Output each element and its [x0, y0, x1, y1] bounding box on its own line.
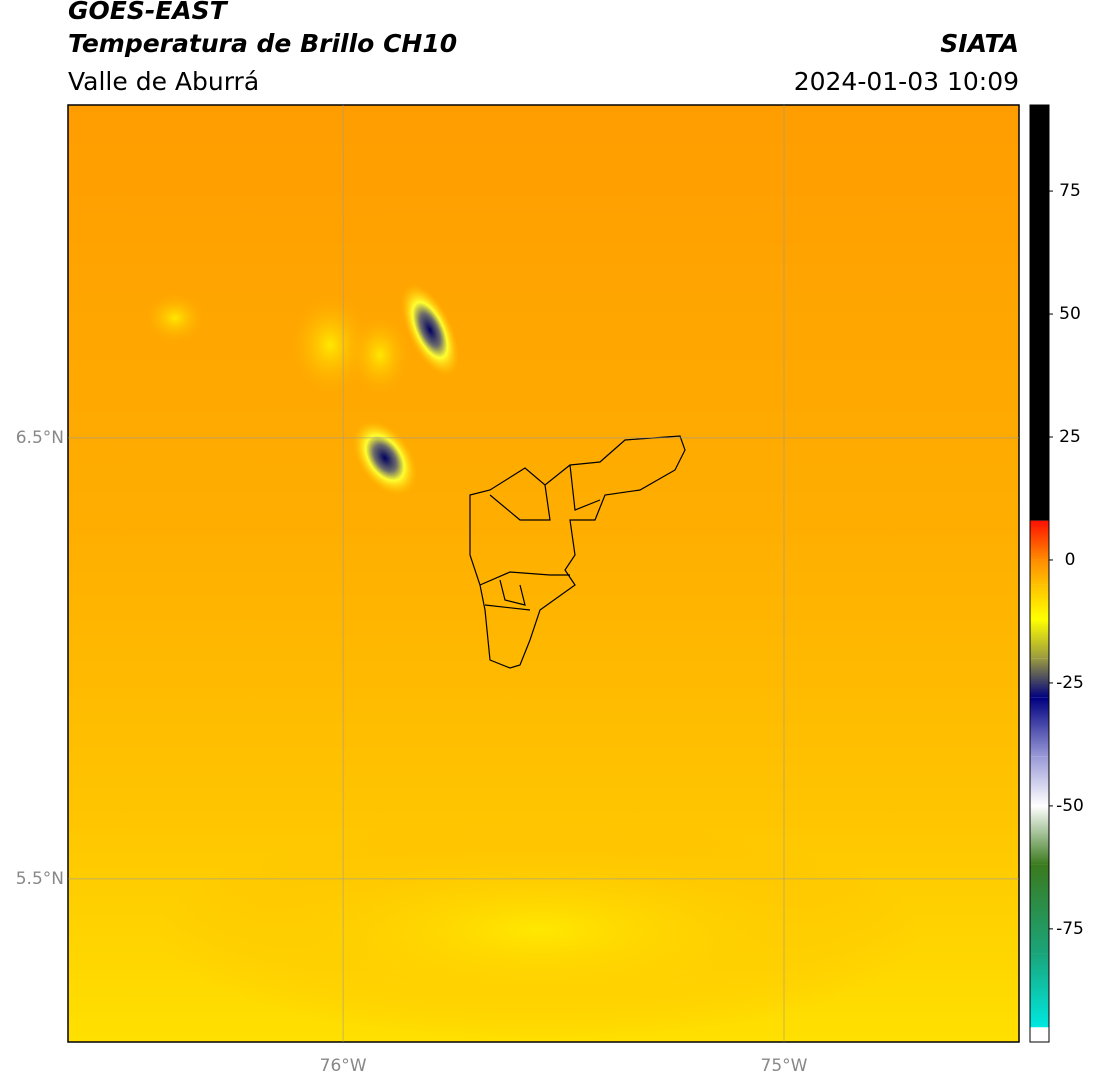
colorbar-tick-label: 75 — [1059, 181, 1081, 201]
boundary — [469, 435, 686, 669]
source: SIATA — [940, 29, 1019, 58]
colorbar-frame — [1029, 104, 1050, 1043]
colorbar-tick-label: -25 — [1056, 673, 1084, 693]
colorbar-tick-label: 25 — [1059, 427, 1081, 447]
colorbar-segment — [1030, 756, 1049, 806]
title: GOES-EAST — [68, 0, 229, 25]
colorbar-segment — [1030, 618, 1049, 659]
colorbar-segment — [1030, 559, 1049, 585]
x-tick-label: 76°W — [320, 1056, 367, 1076]
timestamp: 2024-01-03 10:09 — [794, 67, 1019, 96]
y-tick-label: 5.5°N — [16, 869, 64, 889]
colorbar-segment — [1030, 953, 1049, 1028]
x-tick-label: 75°W — [761, 1056, 808, 1076]
colorbar-segment — [1030, 105, 1049, 521]
y-tick-label: 6.5°N — [16, 428, 64, 448]
colorbar-segment — [1030, 1027, 1049, 1042]
colorbar-segment — [1030, 805, 1049, 865]
colorbar-segment — [1030, 584, 1049, 619]
map-frame — [67, 104, 1020, 1043]
colorbar-tick-label: 50 — [1059, 304, 1081, 324]
colorbar-tick-label: -50 — [1056, 796, 1084, 816]
colorbar-segment — [1030, 864, 1049, 954]
colorbar-tick-label: -75 — [1056, 919, 1084, 939]
subtitle: Temperatura de Brillo CH10 — [68, 29, 457, 58]
colorbar-tick-label: 0 — [1065, 550, 1076, 570]
map-image — [68, 105, 1019, 1042]
colorbar-segment — [1030, 658, 1049, 698]
region: Valle de Aburrá — [68, 67, 259, 96]
colorbar-segment — [1030, 697, 1049, 757]
colorbar-segment — [1030, 520, 1049, 560]
